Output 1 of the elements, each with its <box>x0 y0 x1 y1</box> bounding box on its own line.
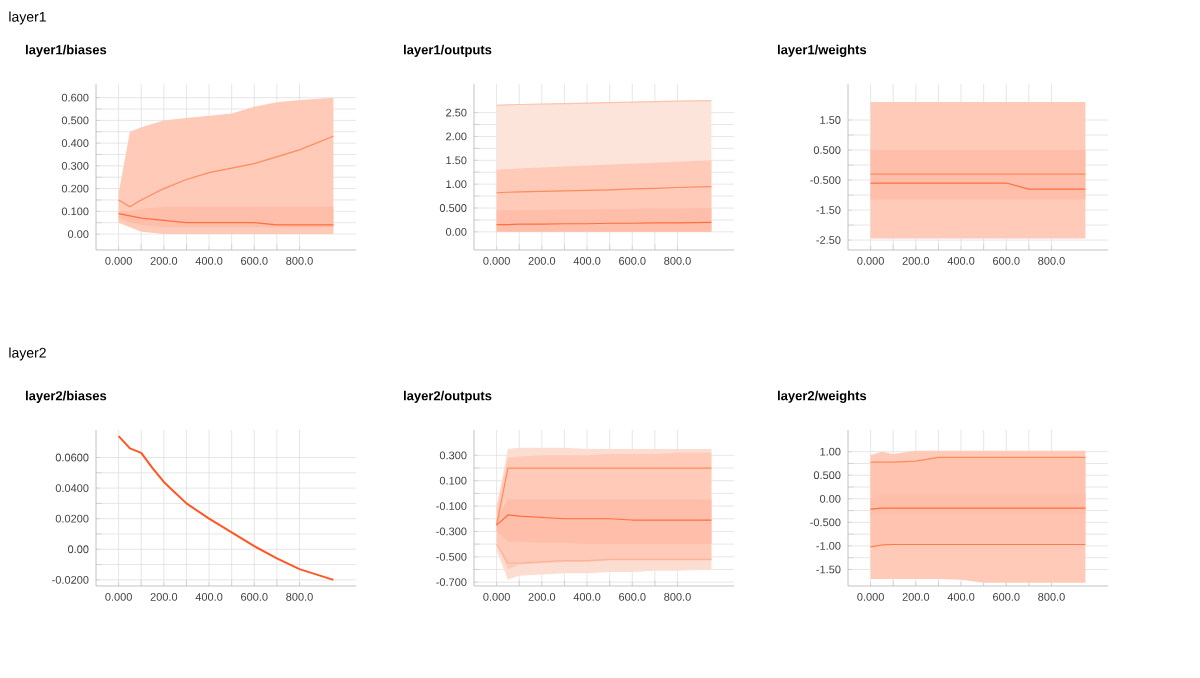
line-series <box>117 435 335 581</box>
